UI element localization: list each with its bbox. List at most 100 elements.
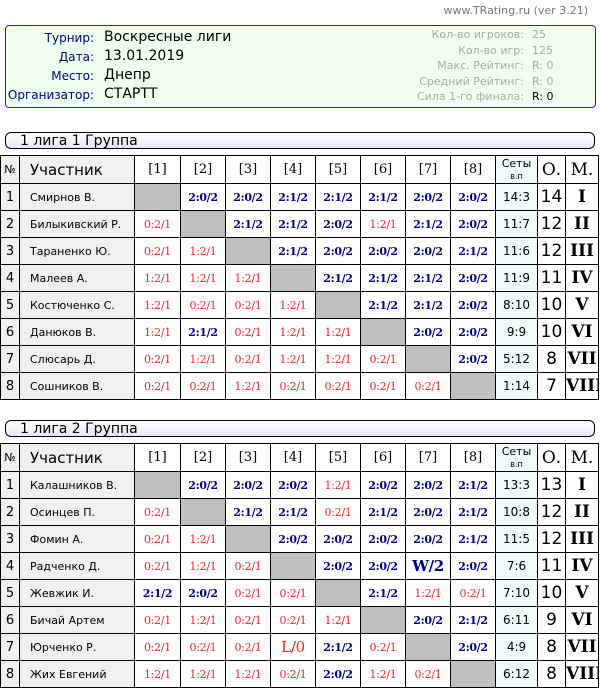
match-result[interactable]: 2:1/2 xyxy=(270,210,316,238)
match-result[interactable]: 1:2/1 xyxy=(134,660,181,688)
player-name[interactable]: Костюченко С. xyxy=(19,291,135,319)
match-result[interactable]: 2:0/2 xyxy=(180,579,226,607)
player-name[interactable]: Фомин А. xyxy=(19,525,135,553)
match-result[interactable]: 1:2/1 xyxy=(270,345,316,373)
match-result[interactable]: 2:1/2 xyxy=(450,606,496,634)
match-result[interactable]: 2:1/2 xyxy=(315,633,361,661)
match-result[interactable]: 1:2/1 xyxy=(405,579,451,607)
match-result[interactable]: 2:0/2 xyxy=(450,264,496,292)
match-result[interactable]: 0:2/1 xyxy=(225,606,271,634)
match-result[interactable]: 1:2/1 xyxy=(360,660,406,688)
match-result[interactable]: 2:0/2 xyxy=(180,183,226,211)
player-name[interactable]: Радченко Д. xyxy=(19,552,135,580)
match-result[interactable]: 0:2/1 xyxy=(134,345,181,373)
match-result[interactable]: 0:2/1 xyxy=(360,345,406,373)
match-result[interactable]: 0:2/1 xyxy=(270,606,316,634)
match-result[interactable]: 2:0/2 xyxy=(225,183,271,211)
match-result[interactable]: 2:1/2 xyxy=(405,291,451,319)
match-result[interactable]: 2:1/2 xyxy=(134,579,181,607)
match-result[interactable]: 1:2/1 xyxy=(134,264,181,292)
player-name[interactable]: Жих Евгений xyxy=(19,660,135,688)
match-result[interactable]: 0:2/1 xyxy=(360,633,406,661)
match-result[interactable]: 1:2/1 xyxy=(180,237,226,265)
match-result[interactable]: 0:2/1 xyxy=(315,372,361,400)
match-result[interactable]: 1:2/1 xyxy=(180,345,226,373)
match-result[interactable]: 1:2/1 xyxy=(315,345,361,373)
match-result[interactable]: 2:0/2 xyxy=(450,210,496,238)
match-result[interactable]: 2:0/2 xyxy=(450,633,496,661)
match-result[interactable]: 1:2/1 xyxy=(180,552,226,580)
match-result[interactable]: 2:0/2 xyxy=(315,660,361,688)
match-result[interactable]: L/0 xyxy=(270,633,316,661)
match-result[interactable]: 2:0/2 xyxy=(270,525,316,553)
match-result[interactable]: 0:2/1 xyxy=(134,525,181,553)
match-result[interactable]: 0:2/1 xyxy=(225,345,271,373)
match-result[interactable]: 2:1/2 xyxy=(450,498,496,526)
match-result[interactable]: 0:2/1 xyxy=(180,291,226,319)
match-result[interactable]: 1:2/1 xyxy=(315,606,361,634)
match-result[interactable]: 2:0/2 xyxy=(450,291,496,319)
player-name[interactable]: Смирнов В. xyxy=(19,183,135,211)
match-result[interactable]: 0:2/1 xyxy=(134,372,181,400)
match-result[interactable]: 2:1/2 xyxy=(405,264,451,292)
match-result[interactable]: 2:1/2 xyxy=(405,210,451,238)
match-result[interactable]: 0:2/1 xyxy=(270,660,316,688)
match-result[interactable]: 2:0/2 xyxy=(360,552,406,580)
match-result[interactable]: 2:0/2 xyxy=(315,237,361,265)
match-result[interactable]: 0:2/1 xyxy=(134,606,181,634)
match-result[interactable]: 0:2/1 xyxy=(180,372,226,400)
match-result[interactable]: 2:1/2 xyxy=(450,525,496,553)
match-result[interactable]: 2:0/2 xyxy=(360,237,406,265)
match-result[interactable]: 0:2/1 xyxy=(225,552,271,580)
match-result[interactable]: 2:1/2 xyxy=(360,498,406,526)
match-result[interactable]: 2:1/2 xyxy=(180,318,226,346)
match-result[interactable]: 2:0/2 xyxy=(450,552,496,580)
match-result[interactable]: 2:0/2 xyxy=(405,183,451,211)
match-result[interactable]: 1:2/1 xyxy=(315,318,361,346)
match-result[interactable]: 2:0/2 xyxy=(405,237,451,265)
match-result[interactable]: 1:2/1 xyxy=(134,318,181,346)
match-result[interactable]: 2:1/2 xyxy=(360,183,406,211)
match-result[interactable]: 0:2/1 xyxy=(405,660,451,688)
match-result[interactable]: 1:2/1 xyxy=(270,318,316,346)
match-result[interactable]: W/2 xyxy=(405,552,451,580)
match-result[interactable]: 0:2/1 xyxy=(134,237,181,265)
player-name[interactable]: Данюков В. xyxy=(19,318,135,346)
match-result[interactable]: 1:2/1 xyxy=(360,210,406,238)
match-result[interactable]: 0:2/1 xyxy=(134,498,181,526)
match-result[interactable]: 0:2/1 xyxy=(225,633,271,661)
match-result[interactable]: 0:2/1 xyxy=(134,633,181,661)
match-result[interactable]: 2:0/2 xyxy=(360,471,406,499)
match-result[interactable]: 0:2/1 xyxy=(450,579,496,607)
match-result[interactable]: 2:1/2 xyxy=(225,498,271,526)
match-result[interactable]: 0:2/1 xyxy=(225,291,271,319)
match-result[interactable]: 2:1/2 xyxy=(315,183,361,211)
match-result[interactable]: 2:1/2 xyxy=(270,237,316,265)
match-result[interactable]: 2:0/2 xyxy=(180,471,226,499)
match-result[interactable]: 1:2/1 xyxy=(180,264,226,292)
match-result[interactable]: 2:1/2 xyxy=(360,579,406,607)
match-result[interactable]: 0:2/1 xyxy=(270,579,316,607)
match-result[interactable]: 2:0/2 xyxy=(315,552,361,580)
match-result[interactable]: 2:0/2 xyxy=(315,525,361,553)
match-result[interactable]: 1:2/1 xyxy=(180,525,226,553)
match-result[interactable]: 1:2/1 xyxy=(315,471,361,499)
match-result[interactable]: 2:1/2 xyxy=(315,264,361,292)
match-result[interactable]: 1:2/1 xyxy=(180,606,226,634)
match-result[interactable]: 2:0/2 xyxy=(360,525,406,553)
match-result[interactable]: 1:2/1 xyxy=(270,291,316,319)
player-name[interactable]: Бичай Артем xyxy=(19,606,135,634)
match-result[interactable]: 1:2/1 xyxy=(180,660,226,688)
match-result[interactable]: 2:0/2 xyxy=(225,471,271,499)
match-result[interactable]: 2:0/2 xyxy=(405,318,451,346)
match-result[interactable]: 2:0/2 xyxy=(450,318,496,346)
match-result[interactable]: 0:2/1 xyxy=(134,552,181,580)
match-result[interactable]: 1:2/1 xyxy=(225,660,271,688)
player-name[interactable]: Тараненко Ю. xyxy=(19,237,135,265)
match-result[interactable]: 2:0/2 xyxy=(450,183,496,211)
match-result[interactable]: 0:2/1 xyxy=(225,579,271,607)
player-name[interactable]: Билыкивский Р. xyxy=(19,210,135,238)
match-result[interactable]: 2:0/2 xyxy=(315,210,361,238)
match-result[interactable]: 1:2/1 xyxy=(225,372,271,400)
match-result[interactable]: 2:0/2 xyxy=(405,471,451,499)
